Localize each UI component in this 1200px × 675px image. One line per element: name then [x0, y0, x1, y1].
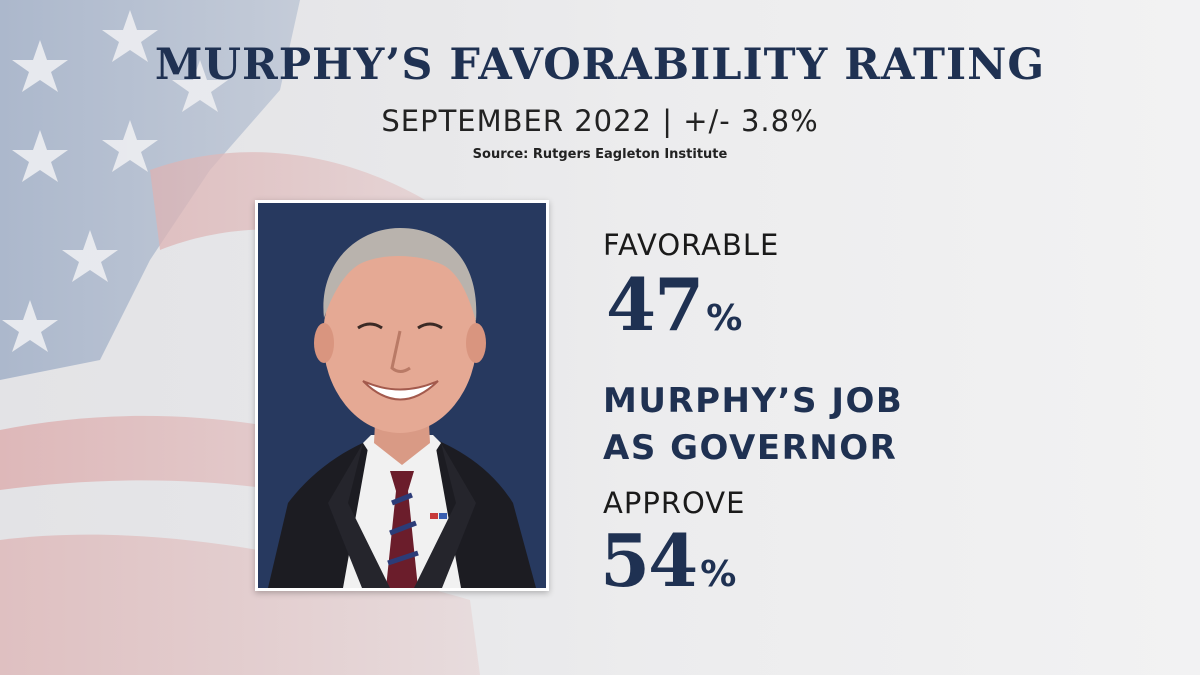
approve-stat: 54%	[600, 518, 736, 603]
job-heading-line-2: AS GOVERNOR	[603, 428, 898, 468]
poll-source: Source: Rutgers Eagleton Institute	[472, 147, 728, 162]
favorable-label: FAVORABLE	[603, 228, 780, 262]
favorable-stat: 47%	[606, 262, 742, 347]
portrait-illustration	[258, 203, 546, 588]
favorable-value: 47	[606, 262, 704, 347]
job-heading-line-1: MURPHY’S JOB	[603, 381, 904, 421]
page-title: MURPHY’S FAVORABILITY RATING	[154, 40, 1046, 90]
approve-unit: %	[700, 554, 737, 595]
favorable-unit: %	[706, 298, 743, 339]
approve-value: 54	[600, 518, 698, 603]
approve-label: APPROVE	[603, 486, 746, 520]
poll-date-margin: SEPTEMBER 2022 | +/- 3.8%	[381, 104, 819, 138]
governor-portrait	[255, 200, 549, 591]
job-approval-heading: MURPHY’S JOB AS GOVERNOR	[603, 378, 903, 472]
